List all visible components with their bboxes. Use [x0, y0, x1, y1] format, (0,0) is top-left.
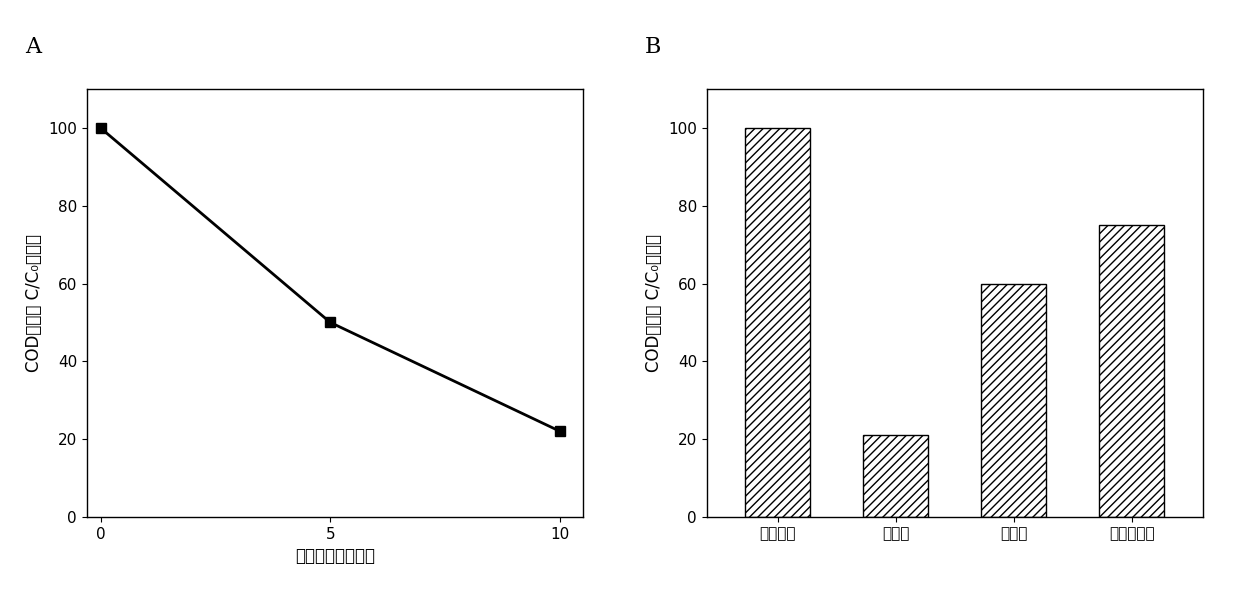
Bar: [745, 128, 810, 517]
Bar: [1100, 225, 1164, 517]
Y-axis label: COD浓度比 C/C₀（％）: COD浓度比 C/C₀（％）: [645, 234, 662, 372]
Text: A: A: [25, 36, 41, 58]
Bar: [863, 435, 929, 517]
Bar: [981, 283, 1047, 517]
X-axis label: 降解时间（分钟）: 降解时间（分钟）: [295, 547, 374, 565]
Y-axis label: COD浓度比 C/C₀（％）: COD浓度比 C/C₀（％）: [25, 234, 42, 372]
Text: B: B: [645, 36, 661, 58]
